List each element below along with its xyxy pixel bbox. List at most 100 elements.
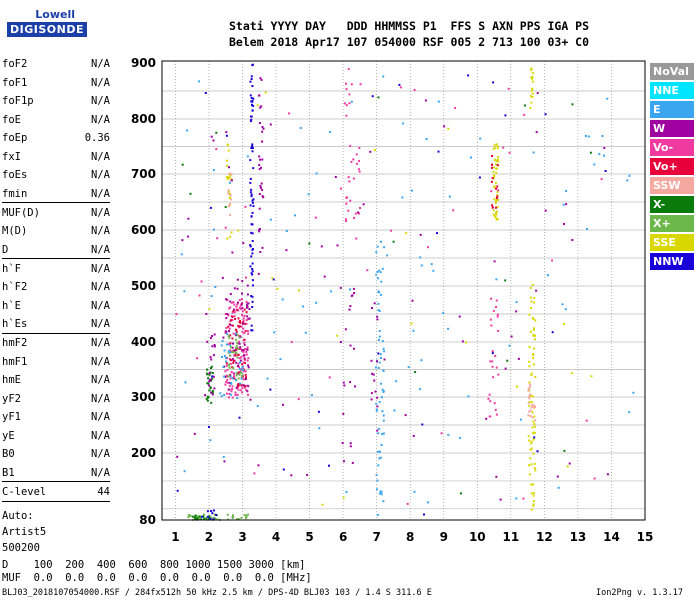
- echo-point: [493, 186, 496, 188]
- echo-point: [240, 325, 243, 328]
- echo-point: [209, 206, 212, 209]
- echo-point: [213, 344, 216, 346]
- echo-point: [244, 373, 247, 376]
- echo-point: [523, 104, 526, 107]
- echo-point: [342, 496, 345, 499]
- echo-point: [288, 112, 291, 115]
- echo-point: [531, 401, 533, 404]
- param-value: N/A: [91, 299, 110, 312]
- echo-point: [213, 513, 216, 516]
- echo-point: [494, 354, 497, 357]
- echo-point: [527, 389, 530, 392]
- echo-point: [497, 156, 499, 158]
- echo-point: [243, 308, 246, 311]
- y-tick-label: 200: [131, 446, 156, 460]
- param-value: N/A: [91, 374, 110, 386]
- echo-point: [571, 372, 574, 375]
- echo-point: [491, 352, 494, 355]
- echo-point: [236, 384, 239, 386]
- echo-point: [561, 303, 564, 306]
- digisonde-logo: Lowell DIGISONDE: [5, 8, 87, 42]
- autoscale-info: Artist5: [2, 526, 47, 538]
- echo-point: [380, 396, 383, 399]
- param-row: foEp 0.36: [2, 131, 110, 145]
- echo-point: [379, 456, 382, 459]
- echo-point: [189, 514, 192, 517]
- param-value: N/A: [91, 95, 110, 107]
- param-row: foE N/A: [2, 113, 110, 127]
- echo-point: [230, 393, 232, 396]
- echo-point: [197, 518, 200, 521]
- echo-point: [530, 440, 533, 443]
- echo-point: [376, 513, 379, 516]
- echo-point: [519, 418, 522, 421]
- echo-point: [341, 442, 344, 444]
- echo-point: [242, 319, 245, 322]
- param-row: foF1 N/A: [2, 76, 110, 90]
- echo-point: [378, 310, 381, 312]
- y-tick-label: 800: [131, 112, 156, 126]
- echo-point: [230, 178, 233, 180]
- echo-point: [214, 517, 217, 520]
- echo-point: [568, 462, 571, 465]
- echo-point: [227, 314, 230, 317]
- echo-point: [492, 309, 495, 312]
- echo-point: [236, 303, 239, 306]
- echo-point: [531, 77, 534, 80]
- echo-point: [454, 107, 457, 109]
- echo-point: [315, 172, 318, 175]
- echo-point: [244, 370, 247, 373]
- echo-point: [531, 96, 534, 98]
- echo-point: [261, 126, 264, 128]
- legend-item: X-: [650, 196, 694, 213]
- echo-point: [235, 305, 238, 308]
- echo-point: [532, 503, 535, 506]
- echo-point: [350, 100, 353, 103]
- echo-point: [239, 361, 241, 364]
- echo-point: [374, 390, 377, 393]
- echo-point: [410, 322, 413, 325]
- echo-point: [251, 232, 254, 235]
- echo-point: [407, 366, 410, 369]
- echo-point: [211, 345, 214, 348]
- x-tick-label: 12: [536, 530, 553, 544]
- echo-point: [467, 74, 470, 77]
- param-value: N/A: [91, 76, 110, 89]
- echo-point: [470, 156, 472, 159]
- echo-point: [249, 181, 252, 184]
- echo-point: [447, 327, 450, 330]
- echo-point: [262, 127, 265, 130]
- echo-point: [229, 293, 232, 295]
- echo-point: [232, 515, 235, 518]
- echo-point: [240, 377, 243, 380]
- echo-point: [306, 473, 309, 476]
- echo-point: [236, 393, 239, 396]
- echo-point: [237, 229, 240, 232]
- echo-point: [491, 365, 494, 368]
- echo-point: [358, 212, 361, 215]
- echo-point: [442, 311, 445, 314]
- echo-point: [495, 159, 498, 162]
- echo-point: [419, 233, 422, 236]
- echo-point: [228, 358, 231, 360]
- param-key: h`F2: [2, 281, 28, 293]
- echo-point: [354, 385, 356, 388]
- param-value: N/A: [91, 225, 110, 237]
- echo-point: [186, 129, 189, 132]
- echo-point: [259, 186, 262, 189]
- x-tick-label: 13: [570, 530, 587, 544]
- echo-point: [230, 179, 233, 182]
- echo-point: [249, 94, 252, 97]
- echo-point: [495, 212, 498, 214]
- echo-point: [532, 334, 535, 337]
- param-value: N/A: [91, 392, 110, 405]
- echo-point: [237, 388, 240, 391]
- echo-point: [495, 213, 498, 216]
- echo-point: [238, 299, 241, 302]
- echo-point: [236, 344, 238, 347]
- echo-point: [175, 313, 178, 316]
- echo-point: [237, 353, 240, 356]
- echo-point: [181, 239, 184, 242]
- echo-point: [533, 301, 536, 304]
- echo-point: [244, 361, 246, 364]
